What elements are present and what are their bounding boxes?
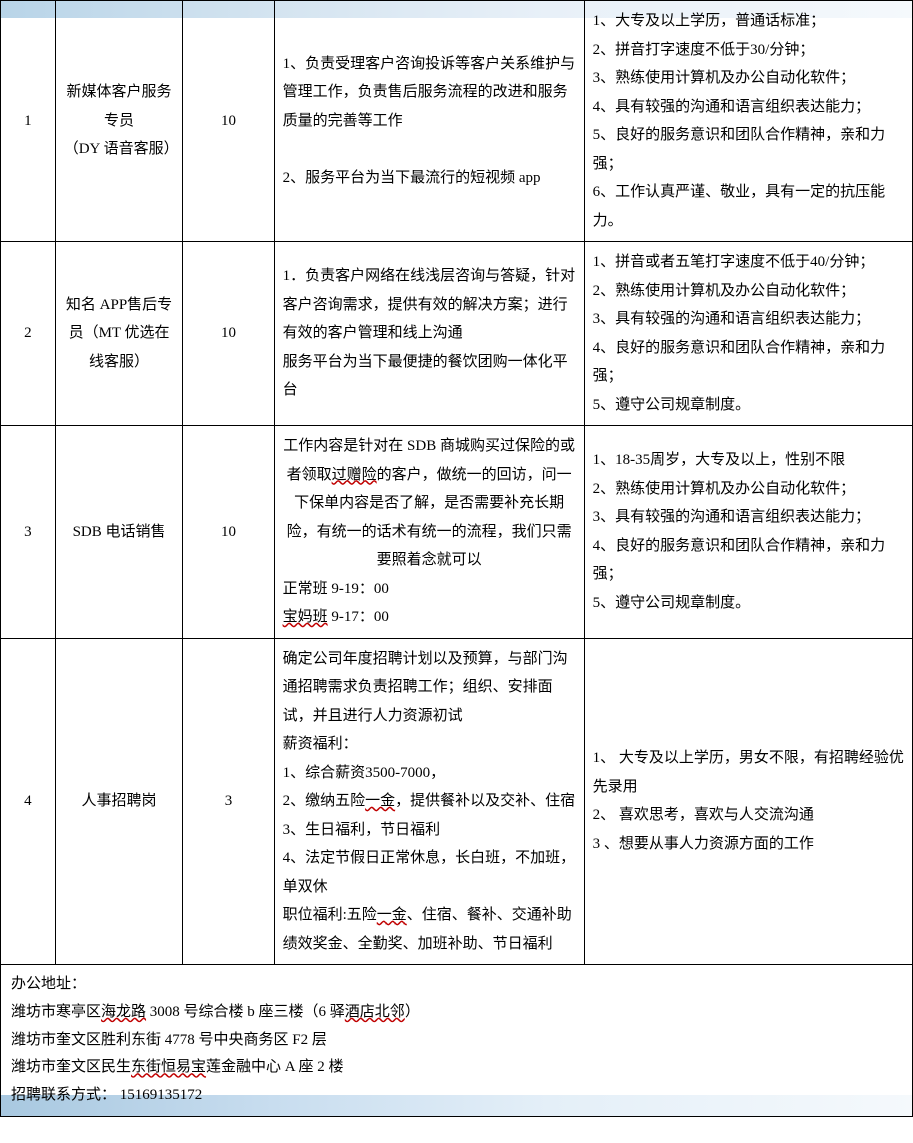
row-index: 1 xyxy=(1,1,56,242)
footer-row: 办公地址： 潍坊市寒亭区海龙路 3008 号综合楼 b 座三楼（6 驿酒店北邻）… xyxy=(1,965,913,1117)
row-index: 3 xyxy=(1,426,56,639)
row-index: 4 xyxy=(1,638,56,965)
job-count: 10 xyxy=(183,426,274,639)
job-desc: 1、负责受理客户咨询投诉等客户关系维护与管理工作，负责售后服务流程的改进和服务质… xyxy=(274,1,584,242)
job-title: 知名 APP售后专员（MT 优选在线客服） xyxy=(55,242,183,426)
table-row: 1 新媒体客户服务专员 （DY 语音客服） 10 1、负责受理客户咨询投诉等客户… xyxy=(1,1,913,242)
address-line: 潍坊市寒亭区海龙路 3008 号综合楼 b 座三楼（6 驿酒店北邻） xyxy=(11,999,902,1027)
address-label: 办公地址： xyxy=(11,971,902,999)
job-count: 3 xyxy=(183,638,274,965)
job-desc: 1．负责客户网络在线浅层咨询与答疑，针对客户咨询需求，提供有效的解决方案；进行有… xyxy=(274,242,584,426)
table-row: 2 知名 APP售后专员（MT 优选在线客服） 10 1．负责客户网络在线浅层咨… xyxy=(1,242,913,426)
contact-line: 招聘联系方式： 15169135172 xyxy=(11,1082,902,1110)
table-row: 3 SDB 电话销售 10 工作内容是针对在 SDB 商城购买过保险的或者领取过… xyxy=(1,426,913,639)
job-count: 10 xyxy=(183,1,274,242)
job-desc: 确定公司年度招聘计划以及预算，与部门沟通招聘需求负责招聘工作；组织、安排面试，并… xyxy=(274,638,584,965)
job-title: SDB 电话销售 xyxy=(55,426,183,639)
row-index: 2 xyxy=(1,242,56,426)
table-row: 4 人事招聘岗 3 确定公司年度招聘计划以及预算，与部门沟通招聘需求负责招聘工作… xyxy=(1,638,913,965)
footer-cell: 办公地址： 潍坊市寒亭区海龙路 3008 号综合楼 b 座三楼（6 驿酒店北邻）… xyxy=(1,965,913,1117)
address-line: 潍坊市奎文区民生东街恒易宝莲金融中心 A 座 2 楼 xyxy=(11,1054,902,1082)
job-count: 10 xyxy=(183,242,274,426)
job-title: 人事招聘岗 xyxy=(55,638,183,965)
recruitment-table: 1 新媒体客户服务专员 （DY 语音客服） 10 1、负责受理客户咨询投诉等客户… xyxy=(0,0,913,1117)
job-req: 1、 大专及以上学历，男女不限，有招聘经验优先录用 2、 喜欢思考，喜欢与人交流… xyxy=(584,638,912,965)
job-req: 1、大专及以上学历，普通话标准； 2、拼音打字速度不低于30/分钟； 3、熟练使… xyxy=(584,1,912,242)
job-req: 1、拼音或者五笔打字速度不低于40/分钟； 2、熟练使用计算机及办公自动化软件；… xyxy=(584,242,912,426)
job-req: 1、18-35周岁，大专及以上，性别不限 2、熟练使用计算机及办公自动化软件； … xyxy=(584,426,912,639)
job-title: 新媒体客户服务专员 （DY 语音客服） xyxy=(55,1,183,242)
job-desc: 工作内容是针对在 SDB 商城购买过保险的或者领取过赠险的客户，做统一的回访，问… xyxy=(274,426,584,639)
address-line: 潍坊市奎文区胜利东街 4778 号中央商务区 F2 层 xyxy=(11,1027,902,1055)
